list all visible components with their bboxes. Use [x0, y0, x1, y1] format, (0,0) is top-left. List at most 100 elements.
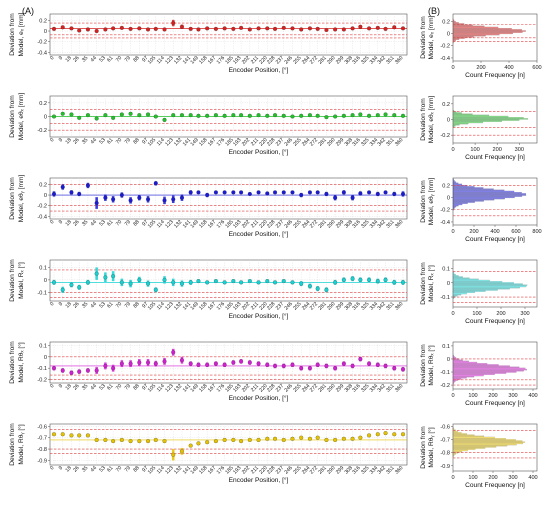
data-point [315, 113, 320, 118]
x-tick-label: 97 [141, 219, 149, 227]
histogram-y-axis-label: Deviation from [420, 16, 427, 59]
data-point [103, 113, 108, 118]
x-tick-label: 237 [275, 55, 285, 65]
x-tick-label: 158 [198, 137, 208, 147]
x-tick-label: 70 [115, 465, 123, 473]
data-point [247, 360, 252, 365]
histogram-bar [452, 361, 478, 364]
x-tick-label: 123 [164, 383, 174, 393]
histogram-x-tick-label: 0 [451, 229, 454, 235]
x-tick-label: 325 [360, 219, 370, 229]
histogram-bar [452, 439, 516, 441]
x-tick-label: 264 [301, 55, 311, 65]
data-point [111, 366, 116, 371]
x-tick-label: 97 [141, 465, 149, 473]
x-tick-label: 35 [81, 383, 89, 391]
x-tick-label: 176 [216, 55, 226, 65]
data-point [85, 27, 90, 32]
x-tick-label: 149 [189, 55, 199, 65]
x-tick-label: 325 [360, 55, 370, 65]
scatter-frame [49, 341, 408, 384]
data-point [290, 362, 295, 367]
histogram-bar [452, 366, 520, 368]
histogram-bar [452, 188, 494, 190]
x-tick-label: 114 [156, 301, 166, 311]
data-point [247, 27, 252, 32]
panel-label-b: (B) [428, 6, 440, 16]
x-tick-label: 316 [351, 465, 361, 475]
y-axis-label: Model, Rθₓ [°] [17, 342, 25, 383]
x-axis-label: Encoder Position, [°] [229, 312, 289, 320]
histogram-bar [452, 204, 459, 207]
x-tick-label: 360 [394, 55, 404, 65]
x-tick-label: 308 [344, 137, 354, 147]
data-point [341, 361, 346, 366]
data-point [333, 195, 338, 200]
data-point [290, 280, 295, 285]
histogram-bar [452, 194, 527, 196]
data-point [281, 363, 286, 368]
histogram-x-axis-label: Count Frequency [n] [465, 482, 525, 489]
x-tick-label: 342 [377, 383, 387, 393]
data-point [239, 439, 244, 444]
histogram-y-tick-label: 0.2 [442, 19, 450, 25]
y-tick-label: 0 [44, 278, 47, 284]
data-point [239, 359, 244, 364]
histogram-x-tick-label: 300 [508, 393, 517, 399]
data-point [162, 117, 167, 122]
data-point [392, 191, 397, 196]
data-point [367, 277, 372, 282]
panel-label-a: (A) [22, 6, 34, 16]
data-point [153, 437, 158, 442]
x-tick-label: 88 [132, 137, 140, 145]
data-point [299, 113, 304, 118]
x-tick-label: 342 [377, 137, 387, 147]
data-point [171, 280, 176, 285]
histogram-x-tick-label: 600 [532, 65, 541, 71]
histogram-bar [452, 277, 470, 279]
x-tick-label: 26 [72, 219, 80, 227]
data-point [281, 437, 286, 442]
data-point [299, 366, 304, 371]
x-tick-label: 61 [106, 55, 114, 63]
data-point [358, 277, 363, 282]
x-tick-label: 246 [284, 55, 294, 65]
x-tick-label: 351 [385, 137, 395, 147]
histogram-y-tick-label: 0 [447, 32, 450, 38]
histogram-bar [452, 276, 463, 278]
histogram-bar [452, 203, 463, 206]
x-tick-label: 53 [98, 465, 106, 473]
histogram-y-tick-label: 0 [447, 357, 450, 363]
x-tick-label: 290 [326, 465, 336, 475]
histogram-y-tick-label: 0.1 [442, 344, 450, 350]
y-axis-label: Deviation from [9, 423, 16, 466]
x-tick-label: 211 [250, 137, 260, 147]
x-tick-label: 18 [65, 465, 73, 473]
data-point [103, 437, 108, 442]
data-point [179, 281, 184, 286]
x-tick-label: 308 [344, 301, 354, 311]
data-point [179, 358, 184, 363]
x-tick-label: 246 [284, 219, 294, 229]
histogram-bar [452, 433, 467, 435]
x-tick-label: 53 [98, 219, 106, 227]
data-point [307, 113, 312, 118]
x-tick-label: 360 [394, 137, 404, 147]
histogram-bar [452, 202, 468, 204]
x-tick-label: 185 [224, 55, 234, 65]
data-point [128, 111, 133, 116]
data-point [205, 362, 210, 367]
data-point [281, 279, 286, 284]
data-point [375, 191, 380, 196]
histogram-y-axis-label: Model, eθₓ [mm] [428, 96, 435, 144]
x-tick-label: 88 [132, 301, 140, 309]
x-tick-label: 88 [132, 383, 140, 391]
x-tick-label: 141 [182, 301, 192, 311]
x-tick-label: 228 [266, 137, 276, 147]
x-tick-label: 79 [124, 465, 132, 473]
histogram-x-tick-label: 200 [496, 311, 505, 317]
data-point [162, 277, 167, 282]
data-point [315, 190, 320, 195]
x-tick-label: 167 [207, 301, 217, 311]
histogram-y-axis-label: Model, Rθₓ [°] [427, 345, 435, 386]
